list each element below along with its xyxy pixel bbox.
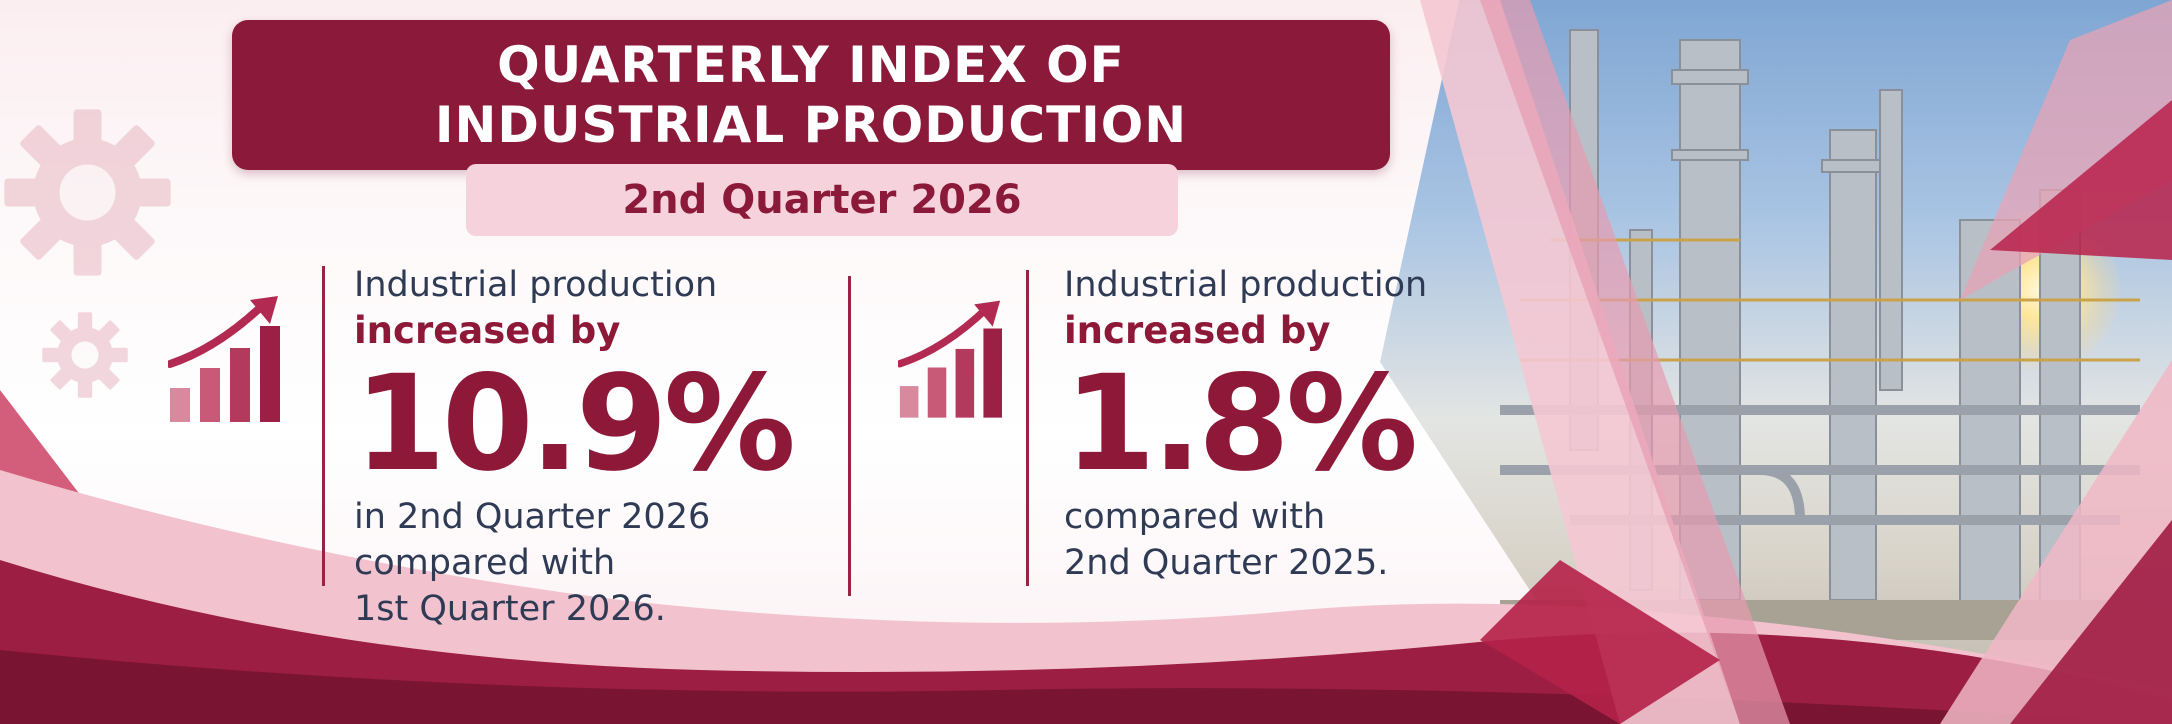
subtitle-banner: 2nd Quarter 2026 xyxy=(466,164,1178,236)
stat-emphasis: increased by xyxy=(354,309,621,352)
stat-detail-line: in 2nd Quarter 2026 xyxy=(354,497,711,537)
stat-block-quarter-over-quarter: Industrial production increased by 10.9%… xyxy=(354,262,874,632)
title-banner: QUARTERLY INDEX OF INDUSTRIAL PRODUCTION xyxy=(232,20,1390,170)
stat-value: 10.9% xyxy=(354,347,796,501)
gear-icon xyxy=(4,109,171,276)
stat-intro: Industrial production xyxy=(1064,265,1428,305)
divider xyxy=(322,266,325,586)
gear-icon xyxy=(42,312,128,398)
stat-emphasis: increased by xyxy=(1064,309,1331,352)
bar-chart-growth-icon xyxy=(898,300,1002,418)
stat-detail-line: compared with xyxy=(354,543,616,583)
bar-chart-growth-icon xyxy=(168,296,280,422)
stat-value: 1.8% xyxy=(1064,347,1418,501)
divider xyxy=(848,276,851,596)
page-title-line-1: QUARTERLY INDEX OF xyxy=(497,36,1125,94)
stat-detail-line: 2nd Quarter 2025. xyxy=(1064,543,1389,583)
divider xyxy=(1026,270,1029,586)
page-title-line-2: INDUSTRIAL PRODUCTION xyxy=(434,96,1188,154)
page-subtitle: 2nd Quarter 2026 xyxy=(622,177,1022,223)
stat-intro: Industrial production xyxy=(354,265,718,305)
stat-detail-line: 1st Quarter 2026. xyxy=(354,589,666,629)
stat-detail-line: compared with xyxy=(1064,497,1326,537)
stat-block-year-over-year: Industrial production increased by 1.8% … xyxy=(1064,262,1484,586)
